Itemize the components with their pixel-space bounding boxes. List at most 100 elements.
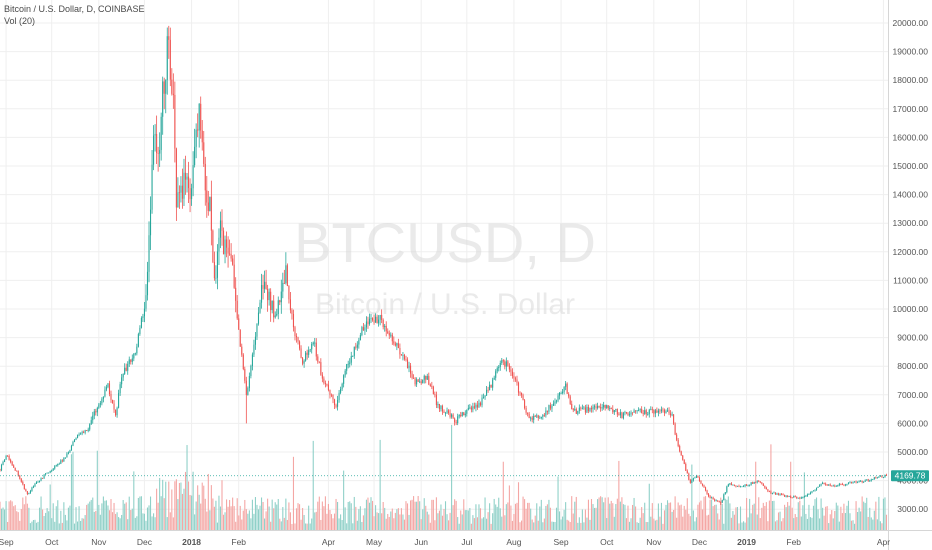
- candle-body: [771, 493, 773, 494]
- volume-bar: [568, 520, 570, 530]
- volume-bar: [235, 521, 237, 530]
- watermark: BTCUSD, D Bitcoin / U.S. Dollar: [294, 211, 596, 321]
- volume-bar: [703, 496, 705, 530]
- candle-body: [645, 410, 647, 415]
- volume-bar: [855, 501, 857, 530]
- candle-body: [308, 350, 310, 355]
- candle-body: [815, 487, 818, 490]
- candle-body: [178, 192, 180, 194]
- volume-bar: [324, 496, 326, 530]
- volume-bar: [99, 514, 101, 530]
- volume-bar: [743, 521, 745, 530]
- volume-bar: [233, 506, 235, 530]
- candle-body: [435, 394, 437, 406]
- chart-title: Bitcoin / U.S. Dollar, D, COINBASE: [4, 4, 145, 14]
- candle-body: [314, 342, 316, 344]
- candle-body: [885, 474, 888, 476]
- candle-body: [365, 321, 367, 328]
- candle-body: [806, 494, 808, 496]
- volume-bar: [863, 501, 865, 530]
- volume-bar: [146, 507, 149, 530]
- candle-body: [569, 396, 571, 404]
- volume-bar: [866, 497, 868, 530]
- candle-body: [172, 93, 174, 95]
- volume-bar: [552, 521, 555, 530]
- candle-body: [508, 365, 510, 370]
- candle-body: [539, 417, 541, 419]
- candle-body: [598, 405, 600, 408]
- candle-body: [501, 360, 503, 363]
- candle-body: [630, 412, 632, 415]
- volume-bar: [379, 439, 381, 530]
- volume-bar: [191, 495, 193, 530]
- volume-bar: [860, 511, 862, 530]
- candle-body: [858, 480, 860, 483]
- candle-body: [438, 403, 440, 410]
- candle-body: [452, 414, 454, 419]
- candle-body: [323, 378, 325, 383]
- candle-body: [749, 484, 751, 486]
- volume-bar: [858, 507, 860, 530]
- candle-body: [215, 277, 217, 279]
- volume-bar: [17, 512, 19, 530]
- volume-indicator-label[interactable]: Vol (20): [4, 16, 36, 26]
- candle-body: [677, 439, 679, 447]
- candle-body: [397, 343, 399, 348]
- volume-bar: [242, 510, 244, 530]
- volume-bar: [566, 519, 568, 530]
- volume-bar: [347, 501, 349, 530]
- volume-bar: [248, 510, 250, 530]
- candle-body: [463, 412, 465, 416]
- volume-bar: [875, 501, 877, 530]
- candle-body: [739, 486, 742, 488]
- volume-bar: [767, 521, 769, 530]
- volume-bar: [884, 497, 886, 530]
- volume-bar: [203, 485, 205, 530]
- candle-body: [761, 482, 763, 484]
- candle-body: [352, 355, 354, 357]
- candle-body: [812, 490, 815, 492]
- volume-bar: [160, 496, 162, 530]
- candle-body: [660, 409, 662, 412]
- candle-body: [227, 247, 229, 254]
- candle-body: [493, 377, 495, 380]
- volume-bar: [587, 499, 589, 530]
- volume-bar: [305, 523, 307, 530]
- candle-body: [571, 403, 573, 409]
- candle-body: [148, 235, 150, 272]
- candle-body: [774, 492, 777, 495]
- candle-body: [257, 312, 260, 324]
- candle-body: [105, 387, 107, 390]
- candle-body: [408, 365, 410, 369]
- volume-bar: [419, 501, 421, 530]
- candle-body: [589, 407, 591, 411]
- candle-body: [852, 481, 854, 484]
- volume-bar: [850, 520, 853, 530]
- volume-bar: [668, 502, 670, 530]
- candle-body: [362, 327, 364, 331]
- candle-body: [92, 415, 94, 421]
- candle-body: [650, 409, 652, 411]
- volume-bar: [671, 511, 673, 530]
- volume-bar: [66, 520, 68, 530]
- volume-bar: [356, 520, 358, 530]
- volume-bar: [603, 502, 605, 530]
- candle-body: [361, 327, 363, 336]
- candle-body: [14, 467, 16, 471]
- candle-body: [168, 36, 170, 40]
- candle-body: [668, 410, 670, 414]
- volume-bar: [581, 509, 583, 530]
- candle-body: [803, 496, 805, 498]
- volume-bar: [81, 518, 83, 530]
- candle-body: [581, 408, 583, 410]
- volume-bar: [803, 472, 805, 530]
- candle-body: [592, 406, 594, 410]
- candle-body: [832, 485, 834, 487]
- time-tick-label: Nov: [91, 537, 107, 547]
- candle-body: [743, 486, 745, 487]
- candle-body: [565, 383, 567, 387]
- volume-bar: [498, 497, 500, 530]
- candle-body: [730, 483, 732, 486]
- candle-body: [78, 434, 80, 436]
